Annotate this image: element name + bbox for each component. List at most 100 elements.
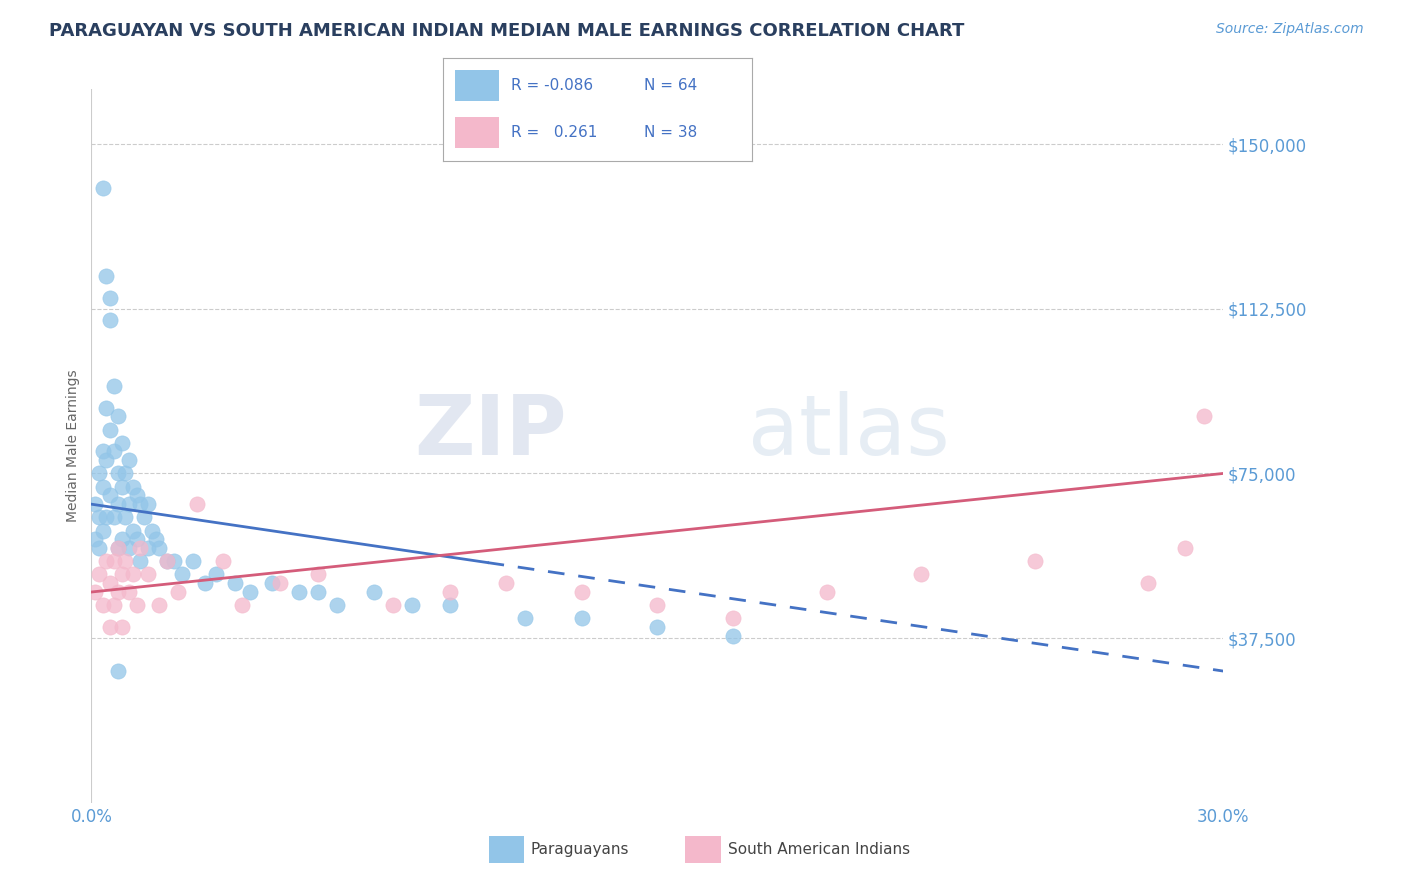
Point bbox=[91, 181, 114, 195]
Point bbox=[122, 567, 145, 582]
Text: atlas: atlas bbox=[748, 392, 949, 472]
Point bbox=[125, 598, 148, 612]
Point bbox=[224, 576, 246, 591]
Point bbox=[205, 567, 228, 582]
Point bbox=[401, 598, 423, 612]
Point bbox=[1136, 576, 1159, 591]
Text: ZIP: ZIP bbox=[415, 392, 567, 472]
Point bbox=[645, 620, 668, 634]
Point bbox=[107, 664, 129, 678]
Point bbox=[122, 480, 145, 494]
Point bbox=[107, 541, 129, 555]
Point bbox=[98, 488, 121, 502]
Point bbox=[84, 497, 107, 511]
Point bbox=[107, 541, 129, 555]
Point bbox=[815, 585, 838, 599]
Point bbox=[91, 598, 114, 612]
Point bbox=[439, 598, 461, 612]
Point bbox=[110, 480, 132, 494]
Point bbox=[110, 533, 132, 547]
Point bbox=[84, 585, 107, 599]
Point bbox=[87, 541, 110, 555]
Point bbox=[96, 401, 118, 415]
Point bbox=[118, 453, 141, 467]
Point bbox=[910, 567, 932, 582]
Point bbox=[87, 467, 110, 481]
Point bbox=[571, 611, 593, 625]
Point bbox=[91, 444, 114, 458]
Point bbox=[118, 541, 141, 555]
Point bbox=[307, 585, 329, 599]
Point bbox=[96, 554, 118, 568]
Point bbox=[148, 541, 170, 555]
Point bbox=[96, 268, 118, 283]
Point bbox=[91, 480, 114, 494]
Point bbox=[186, 497, 208, 511]
Point bbox=[269, 576, 291, 591]
Text: Paraguayans: Paraguayans bbox=[530, 842, 630, 856]
Point bbox=[439, 585, 461, 599]
Point bbox=[103, 510, 125, 524]
Point bbox=[103, 378, 125, 392]
Point bbox=[110, 620, 132, 634]
Point bbox=[129, 497, 152, 511]
Point bbox=[129, 541, 152, 555]
Point bbox=[193, 576, 217, 591]
Point bbox=[129, 554, 152, 568]
Point bbox=[721, 629, 744, 643]
Point bbox=[125, 533, 148, 547]
Point bbox=[103, 598, 125, 612]
Point bbox=[96, 510, 118, 524]
Point bbox=[231, 598, 253, 612]
Point bbox=[721, 611, 744, 625]
Point bbox=[103, 444, 125, 458]
Point bbox=[110, 567, 132, 582]
Point bbox=[91, 524, 114, 538]
Point bbox=[107, 585, 129, 599]
Point bbox=[645, 598, 668, 612]
Point bbox=[136, 497, 159, 511]
Y-axis label: Median Male Earnings: Median Male Earnings bbox=[66, 369, 80, 523]
Point bbox=[103, 554, 125, 568]
Point bbox=[156, 554, 179, 568]
Point bbox=[325, 598, 347, 612]
Point bbox=[145, 533, 167, 547]
Point bbox=[363, 585, 385, 599]
Point bbox=[170, 567, 193, 582]
Point bbox=[212, 554, 235, 568]
Point bbox=[98, 576, 121, 591]
Point bbox=[118, 497, 141, 511]
Point bbox=[114, 467, 136, 481]
Point bbox=[125, 488, 148, 502]
Text: N = 38: N = 38 bbox=[644, 126, 697, 140]
Point bbox=[156, 554, 179, 568]
Point bbox=[1024, 554, 1046, 568]
Point bbox=[136, 541, 159, 555]
Point bbox=[134, 510, 156, 524]
Point bbox=[167, 585, 190, 599]
Text: R = -0.086: R = -0.086 bbox=[510, 78, 593, 93]
Point bbox=[163, 554, 186, 568]
Point bbox=[181, 554, 204, 568]
Point bbox=[515, 611, 537, 625]
Bar bbox=[456, 118, 499, 148]
Point bbox=[84, 533, 107, 547]
Point bbox=[262, 576, 284, 591]
Point bbox=[110, 435, 132, 450]
Point bbox=[136, 567, 159, 582]
Point bbox=[382, 598, 405, 612]
Point bbox=[98, 423, 121, 437]
Point bbox=[96, 453, 118, 467]
Point bbox=[107, 409, 129, 424]
Text: South American Indians: South American Indians bbox=[728, 842, 910, 856]
Point bbox=[114, 510, 136, 524]
Point bbox=[114, 554, 136, 568]
Point bbox=[288, 585, 311, 599]
Point bbox=[141, 524, 163, 538]
Text: Source: ZipAtlas.com: Source: ZipAtlas.com bbox=[1216, 22, 1364, 37]
Point bbox=[307, 567, 329, 582]
Point bbox=[107, 497, 129, 511]
Point bbox=[1194, 409, 1216, 424]
Text: R =   0.261: R = 0.261 bbox=[510, 126, 598, 140]
Point bbox=[239, 585, 262, 599]
